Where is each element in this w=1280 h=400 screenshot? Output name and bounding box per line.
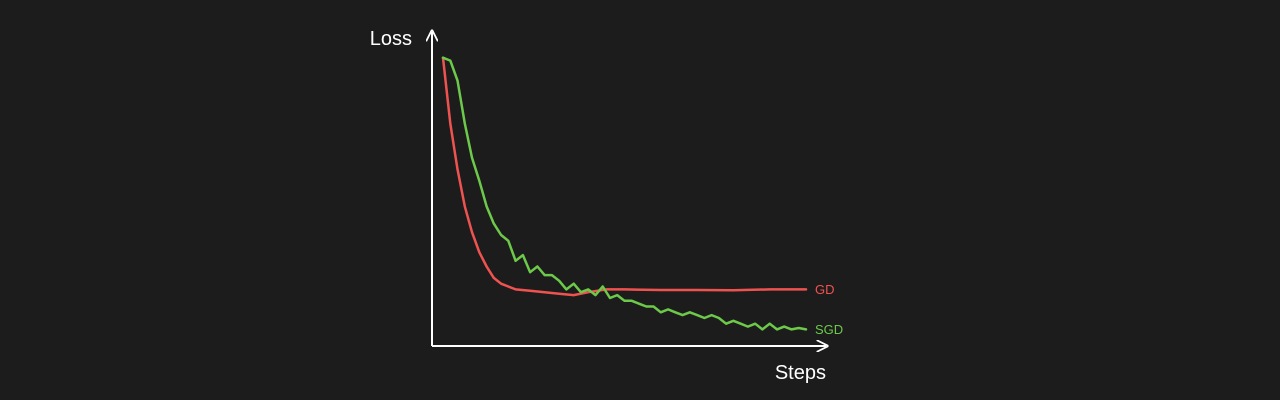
x-axis-label: Steps [775,362,826,384]
series-layer: GD SGD [441,56,843,337]
series-line-gd [441,56,808,297]
y-axis-label: Loss [370,28,412,50]
series-line-sgd [441,56,808,331]
series-label-sgd: SGD [815,322,843,337]
series-label-gd: GD [815,282,835,297]
